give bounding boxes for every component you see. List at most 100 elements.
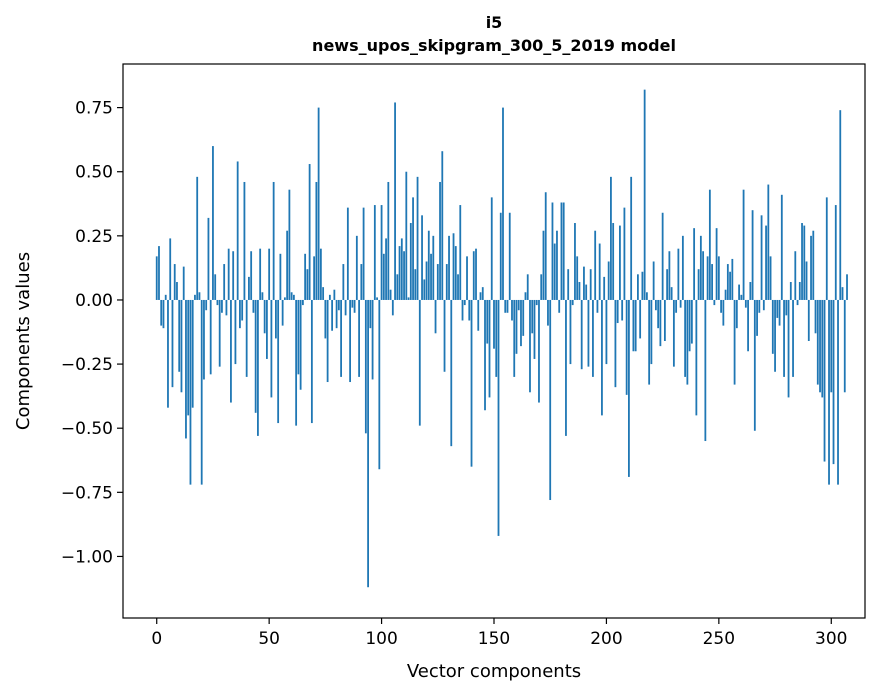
bar-220 [650, 299, 653, 365]
bar-25 [212, 146, 214, 300]
bar-28 [218, 299, 221, 367]
bar-38 [241, 299, 244, 321]
bar-188 [578, 282, 581, 300]
bar-93 [364, 299, 367, 434]
bar-175 [549, 299, 552, 501]
bar-103 [387, 181, 390, 300]
bar-48 [263, 299, 266, 334]
bar-297 [823, 299, 826, 462]
bar-57 [283, 297, 286, 300]
bar-41 [248, 276, 250, 300]
chart-title: i5 [486, 13, 503, 32]
bar-107 [396, 274, 399, 300]
bar-248 [713, 299, 716, 306]
bar-169 [535, 299, 538, 306]
bar-240 [695, 299, 698, 416]
bar-96 [371, 299, 374, 380]
bar-231 [675, 299, 678, 313]
bar-230 [672, 299, 675, 367]
bar-191 [585, 284, 588, 300]
bar-241 [697, 269, 700, 300]
bar-51 [270, 299, 273, 398]
bar-197 [598, 243, 601, 300]
bar-209 [625, 299, 628, 395]
bar-97 [373, 205, 376, 300]
bar-289 [805, 261, 808, 300]
bar-8 [173, 264, 176, 300]
bar-66 [304, 253, 307, 300]
bar-271 [765, 225, 767, 300]
bar-298 [825, 197, 828, 300]
bar-170 [538, 299, 540, 403]
bar-206 [619, 225, 621, 300]
bar-264 [749, 282, 752, 300]
bar-71 [315, 181, 318, 300]
bar-255 [729, 271, 731, 300]
bar-307 [846, 274, 848, 300]
bar-94 [367, 299, 369, 588]
bar-63 [297, 299, 300, 375]
bar-180 [560, 202, 563, 300]
bar-283 [792, 299, 794, 377]
bar-173 [544, 192, 547, 300]
bar-148 [488, 299, 491, 398]
bar-211 [630, 176, 633, 300]
bar-78 [331, 299, 334, 331]
chart-subtitle: news_upos_skipgram_300_5_2019 model [312, 36, 676, 55]
bar-64 [299, 299, 302, 390]
bar-59 [288, 189, 291, 300]
bar-286 [798, 282, 801, 300]
bar-213 [634, 299, 637, 352]
bar-39 [243, 181, 246, 300]
bar-244 [704, 299, 707, 442]
bar-227 [666, 269, 669, 300]
bar-70 [313, 256, 316, 300]
bar-147 [486, 299, 489, 344]
bar-303 [837, 299, 839, 485]
bar-137 [463, 299, 466, 306]
bar-27 [216, 299, 219, 306]
bar-219 [648, 299, 651, 385]
bar-184 [569, 299, 572, 365]
bar-267 [756, 299, 758, 336]
bar-77 [328, 294, 331, 300]
bar-237 [688, 299, 691, 352]
bar-145 [481, 287, 484, 300]
bar-243 [702, 251, 705, 300]
bar-141 [472, 251, 475, 300]
bar-31 [225, 299, 228, 316]
bar-233 [679, 299, 682, 308]
bar-65 [301, 299, 304, 306]
bar-33 [230, 299, 232, 403]
bar-68 [308, 164, 311, 300]
bar-292 [812, 230, 815, 300]
bar-252 [722, 299, 725, 326]
bar-182 [565, 299, 567, 436]
bar-34 [232, 251, 235, 300]
plot-frame [122, 63, 866, 619]
bar-17 [194, 294, 196, 300]
bar-9 [176, 282, 178, 300]
bar-151 [495, 299, 498, 377]
bar-139 [468, 299, 471, 321]
bar-205 [616, 299, 619, 324]
bar-164 [524, 292, 527, 300]
bar-153 [499, 212, 502, 300]
bar-91 [360, 264, 363, 300]
bar-42 [250, 251, 253, 300]
bar-236 [686, 299, 689, 385]
bar-155 [504, 299, 507, 313]
bar-87 [351, 299, 354, 308]
bar-84 [344, 299, 347, 316]
bar-171 [540, 274, 543, 300]
bar-256 [731, 258, 734, 300]
bar-269 [760, 215, 763, 300]
bar-212 [632, 299, 635, 352]
bar-73 [319, 248, 322, 300]
bar-204 [614, 299, 617, 388]
bar-120 [425, 261, 428, 300]
bar-20 [200, 299, 203, 485]
bar-56 [281, 299, 284, 326]
bar-232 [677, 248, 680, 300]
y-tick-label-6: −0.75 [61, 483, 113, 503]
